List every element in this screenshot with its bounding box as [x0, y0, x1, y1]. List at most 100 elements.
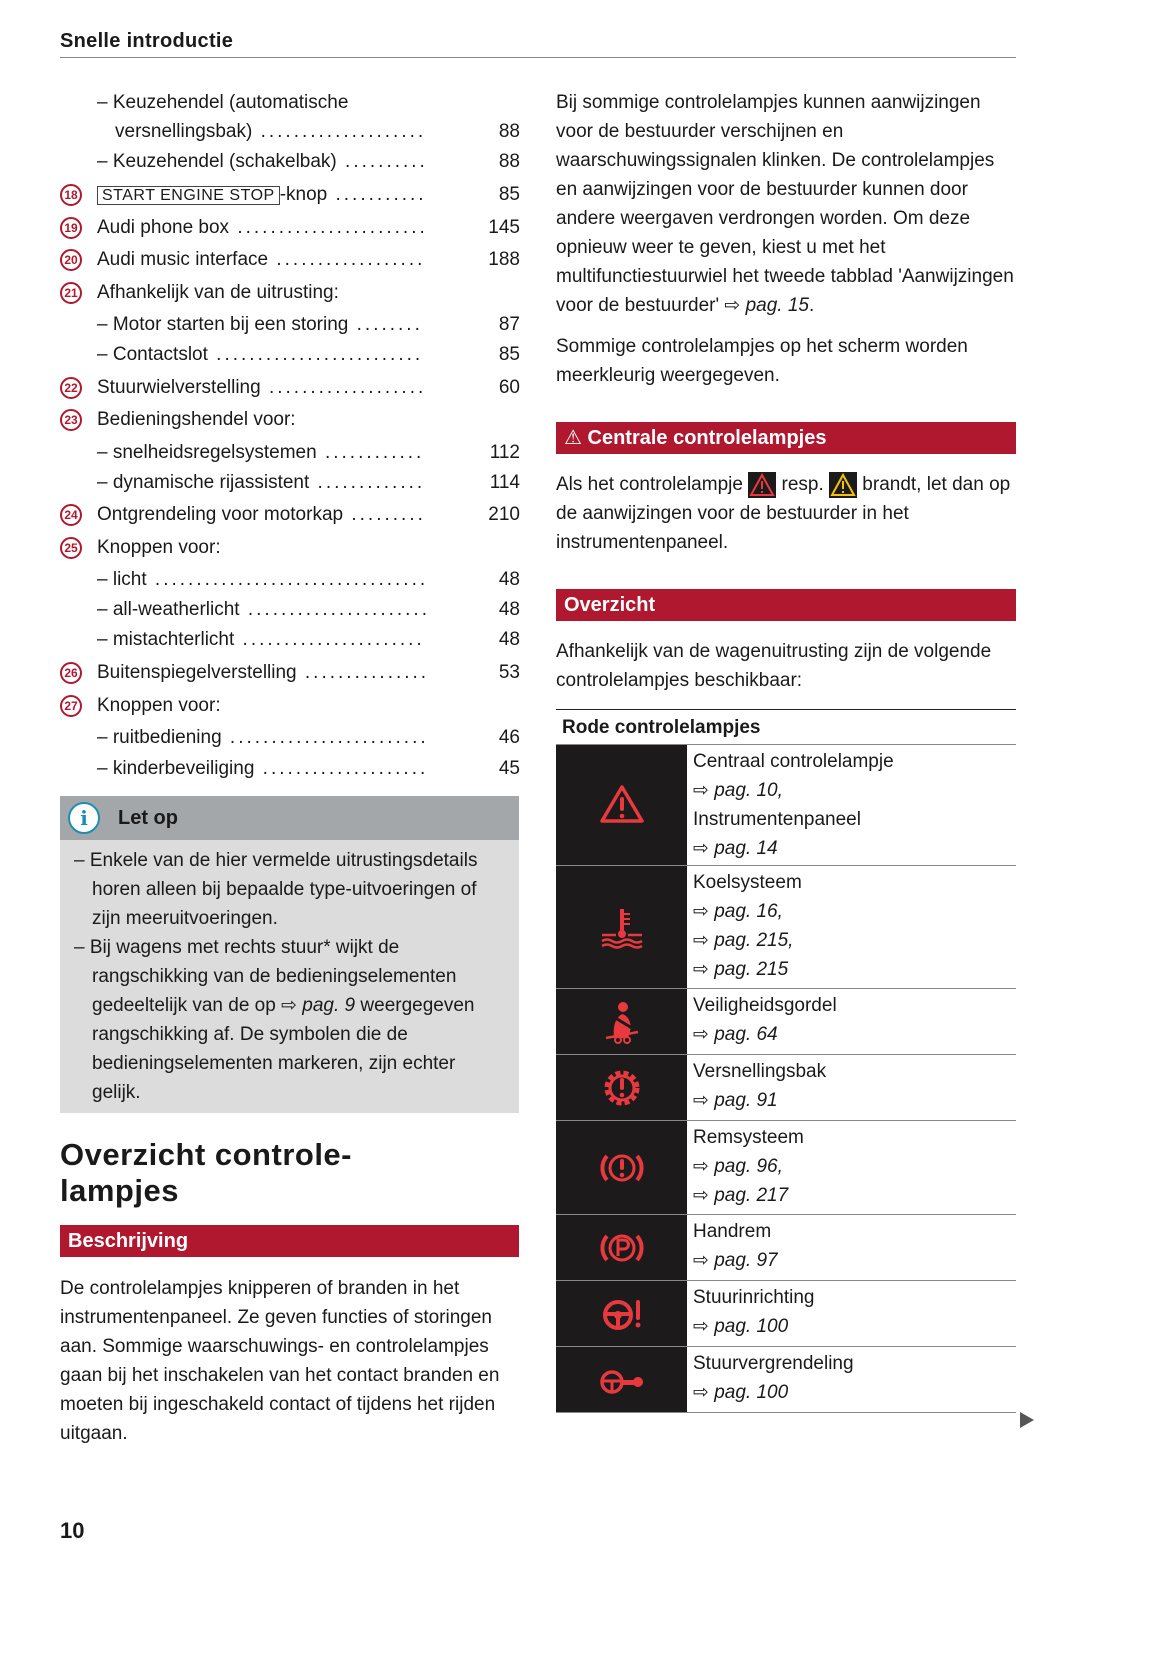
toc-item[interactable]: – Contactslot ......................... 8…: [60, 340, 520, 370]
callout-number: 22: [60, 377, 82, 399]
left-column-lower: i Let op – Enkele van de hier vermelde ui…: [60, 796, 519, 1448]
page-ref-link[interactable]: ⇨ pag. 14: [693, 838, 778, 859]
lamp-cell: [556, 1055, 687, 1120]
page-ref-link[interactable]: ⇨ pag. 96,: [693, 1156, 783, 1177]
toc-item[interactable]: – licht ................................…: [60, 565, 520, 595]
callout-number: 23: [60, 409, 82, 431]
toc-label: – Keuzehendel (schakelbak) ..........: [97, 151, 428, 172]
lamp-description: Stuurvergrendeling ⇨ pag. 100: [687, 1347, 860, 1412]
lamp-cell: [556, 866, 687, 988]
toc-leader-dots: ........: [348, 314, 423, 335]
toc-leader-dots: ....................: [252, 121, 427, 142]
callout-number: 25: [60, 537, 82, 559]
toc-label: – licht ................................…: [97, 569, 429, 590]
page-ref-link[interactable]: ⇨ pag. 16,: [693, 901, 783, 922]
lamp-name: Koelsysteem: [693, 872, 802, 893]
table-row: Remsysteem ⇨ pag. 96, ⇨ pag. 217: [556, 1121, 1016, 1215]
toc-leader-dots: ..........: [336, 151, 428, 172]
toc-label: – kinderbeveiliging ....................: [97, 758, 429, 779]
toc-item[interactable]: – all-weatherlicht .....................…: [60, 595, 520, 625]
page-ref-link[interactable]: ⇨ pag. 15: [724, 295, 809, 316]
toc-page: 48: [498, 599, 520, 620]
note-title: Let op: [118, 806, 178, 829]
callout-number: 26: [60, 662, 82, 684]
toc-item[interactable]: 25 Knoppen voor:: [60, 533, 520, 563]
toc-item[interactable]: versnellingsbak) .................... 88: [60, 117, 520, 147]
steering-lock-icon: [599, 1369, 643, 1394]
toc-leader-dots: ...........: [327, 184, 427, 205]
seatbelt-icon: [605, 1001, 638, 1044]
toc-item[interactable]: – dynamische rijassistent ............. 1…: [60, 468, 520, 498]
toc-item[interactable]: – kinderbeveiliging ....................…: [60, 754, 520, 784]
toc-page: 87: [498, 314, 520, 335]
lamp-description: Remsysteem ⇨ pag. 96, ⇨ pag. 217: [687, 1121, 810, 1214]
toc-item[interactable]: – snelheidsregelsystemen ............ 112: [60, 438, 520, 468]
toc-page: 88: [498, 121, 520, 142]
page-ref-link[interactable]: ⇨ pag. 215,: [693, 930, 794, 951]
toc-item[interactable]: 24 Ontgrendeling voor motorkap ......... 2…: [60, 500, 520, 530]
next-page-arrow-icon[interactable]: [1020, 1412, 1034, 1428]
table-row: Veiligheidsgordel ⇨ pag. 64: [556, 989, 1016, 1055]
coolant-temperature-icon: [600, 909, 643, 949]
toc-item[interactable]: 18 START ENGINE STOP -knop ........... 85: [60, 180, 520, 210]
lamp-name: Veiligheidsgordel: [693, 995, 837, 1016]
table-row: Handrem ⇨ pag. 97: [556, 1215, 1016, 1281]
page-ref-link[interactable]: ⇨ pag. 215: [693, 959, 789, 980]
toc-item[interactable]: – mistachterlicht ......................…: [60, 625, 520, 655]
page-ref-link[interactable]: ⇨ pag. 91: [693, 1090, 778, 1111]
red-warning-lamp-icon: [748, 471, 777, 498]
toc-item[interactable]: 21 Afhankelijk van de uitrusting:: [60, 278, 520, 308]
right-column: Bij sommige controlelampjes kunnen aanwi…: [556, 88, 1018, 1413]
overzicht-heading: Overzicht: [556, 589, 1016, 621]
table-header: Rode controlelampjes: [556, 710, 1016, 745]
yellow-warning-lamp-icon: [829, 471, 858, 498]
lamp-cell: [556, 989, 687, 1054]
note-item: – Bij wagens met rechts stuur* wijkt de …: [74, 937, 475, 1103]
lamp-name: Centraal controlelampje: [693, 751, 894, 772]
toc-item[interactable]: – ruitbediening ........................…: [60, 723, 520, 753]
lamp-name: Stuurinrichting: [693, 1287, 815, 1308]
page-ref-link[interactable]: ⇨ pag. 97: [693, 1250, 778, 1271]
page-ref-link[interactable]: ⇨ pag. 10,: [693, 780, 783, 801]
toc-label: – Keuzehendel (automatische: [97, 92, 349, 113]
multicolor-paragraph: Sommige controlelampjes op het scherm wo…: [556, 336, 968, 386]
lamp-cell: [556, 1121, 687, 1214]
page-ref-link[interactable]: ⇨ pag. 64: [693, 1024, 778, 1045]
toc-item[interactable]: 20 Audi music interface .................…: [60, 245, 520, 275]
start-engine-stop-key: START ENGINE STOP: [97, 186, 280, 205]
page-ref-link[interactable]: ⇨ pag. 100: [693, 1316, 789, 1337]
toc-item[interactable]: 27 Knoppen voor:: [60, 691, 520, 721]
toc-item[interactable]: 26 Buitenspiegelverstelling .............…: [60, 658, 520, 688]
toc-label: – mistachterlicht ......................: [97, 629, 425, 650]
table-row: Centraal controlelampje ⇨ pag. 10, Instrum…: [556, 745, 1016, 866]
callout-number: 19: [60, 217, 82, 239]
page-ref-link[interactable]: ⇨ pag. 9: [281, 995, 356, 1016]
overzicht-text: Afhankelijk van de wagenuitrusting zijn …: [556, 641, 992, 691]
page-ref-link[interactable]: ⇨ pag. 217: [693, 1185, 789, 1206]
lamp-cell: [556, 745, 687, 865]
callout-number: 24: [60, 504, 82, 526]
lamp-description: Handrem ⇨ pag. 97: [687, 1215, 784, 1280]
toc-page: 188: [488, 249, 520, 270]
lamp-name: Instrumentenpaneel: [693, 809, 861, 830]
toc-item[interactable]: 19 Audi phone box .......................…: [60, 213, 520, 243]
toc-label: – all-weatherlicht .....................…: [97, 599, 430, 620]
section-title: Overzicht controle-lampjes: [60, 1137, 352, 1208]
toc-label: START ENGINE STOP -knop ...........: [97, 180, 427, 211]
toc-item[interactable]: 23 Bedieningshendel voor:: [60, 405, 520, 435]
toc-item[interactable]: 22 Stuurwielverstelling .................…: [60, 373, 520, 403]
toc-leader-dots: .................................: [146, 569, 429, 590]
page-ref-link[interactable]: ⇨ pag. 100: [693, 1382, 789, 1403]
lamp-description: Centraal controlelampje ⇨ pag. 10, Instrum…: [687, 745, 900, 865]
lamp-cell: [556, 1281, 687, 1346]
page-header: Snelle introductie: [60, 30, 1016, 58]
toc-leader-dots: ........................: [221, 727, 429, 748]
toc-page: 88: [498, 151, 520, 172]
toc-item[interactable]: – Motor starten bij een storing ........…: [60, 310, 520, 340]
toc-page: 114: [489, 472, 520, 493]
lamp-name: Versnellingsbak: [693, 1061, 827, 1082]
warning-lamps-table: Rode controlelampjes Centraal controlela…: [556, 709, 1016, 1413]
warning-heading: ⚠ Centrale controlelampjes: [556, 422, 1016, 454]
toc-item[interactable]: – Keuzehendel (automatische: [60, 88, 520, 118]
toc-item[interactable]: – Keuzehendel (schakelbak) .......... 88: [60, 147, 520, 177]
